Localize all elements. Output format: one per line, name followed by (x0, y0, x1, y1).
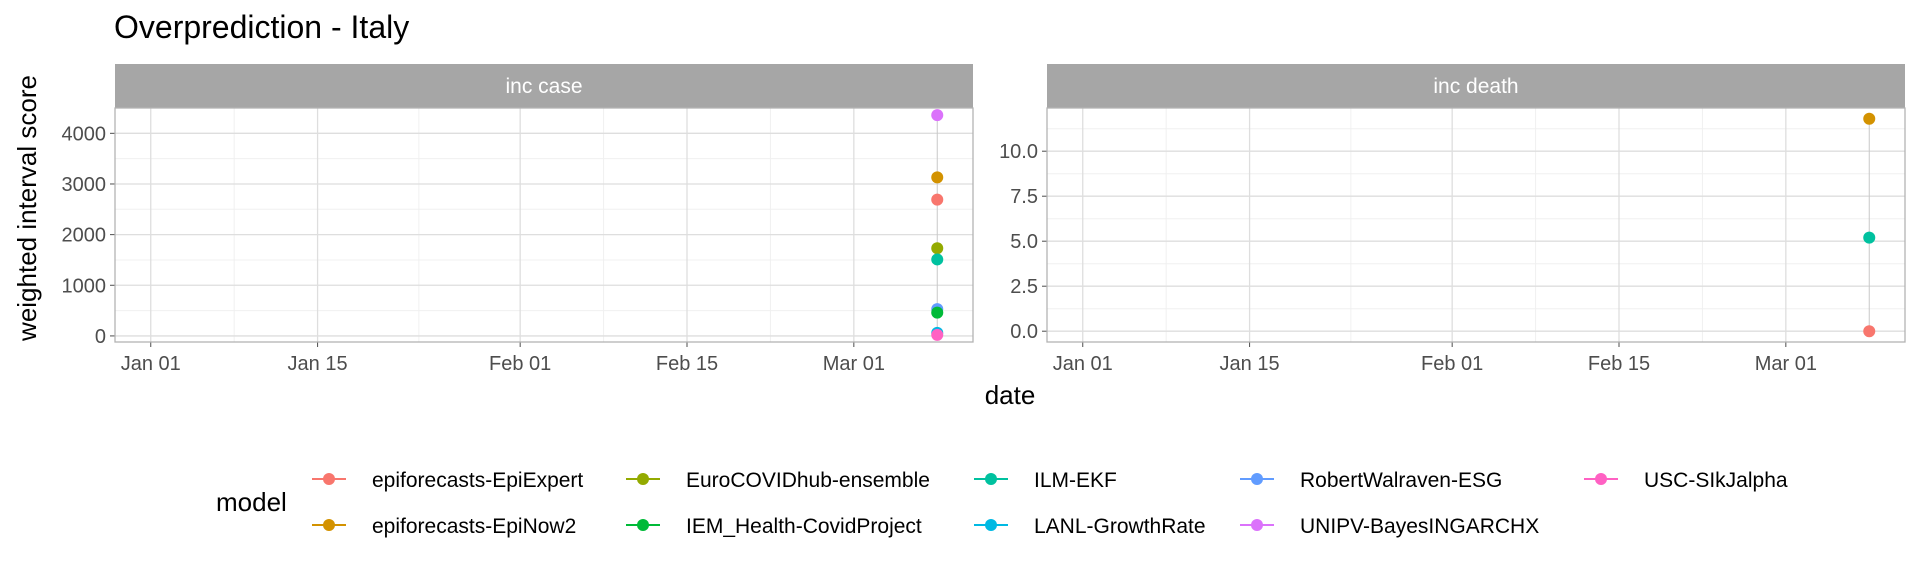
legend-item: RobertWalraven-ESG (1240, 469, 1502, 492)
facet-panel-1: inc death 0.0 2.5 5.0 7.5 10.0 Jan 01 Jan 15 Feb… (999, 64, 1906, 375)
legend-key-point (637, 473, 649, 485)
data-point (931, 193, 944, 206)
legend-item: ILM-EKF (974, 469, 1117, 492)
legend-key-point (1251, 519, 1263, 531)
x-tick-label: Feb 01 (1421, 353, 1483, 375)
legend-label: LANL-GrowthRate (1034, 515, 1206, 538)
y-tick-label: 10.0 (999, 141, 1038, 163)
x-axis-title: date (985, 380, 1036, 410)
x-tick-label: Feb 15 (1588, 353, 1650, 375)
y-tick-label: 4000 (62, 123, 107, 145)
legend-item: USC-SIkJalpha (1584, 469, 1788, 492)
x-tick-label: Mar 01 (1755, 353, 1817, 375)
legend-key-point (985, 473, 997, 485)
data-point (931, 242, 944, 255)
legend: model epiforecasts-EpiExpert epiforecasts-… (216, 469, 1788, 538)
legend-label: ILM-EKF (1034, 469, 1117, 492)
legend-item: epiforecasts-EpiExpert (312, 469, 583, 492)
legend-item: LANL-GrowthRate (974, 515, 1206, 538)
data-point (931, 253, 944, 266)
panel-border (114, 107, 974, 343)
data-point (931, 328, 944, 341)
legend-item: IEM_Health-CovidProject (626, 515, 922, 538)
legend-item: EuroCOVIDhub-ensemble (626, 469, 930, 492)
legend-label: epiforecasts-EpiNow2 (372, 515, 576, 538)
legend-key-point (323, 519, 335, 531)
chart-title: Overprediction - Italy (114, 9, 409, 45)
legend-label: IEM_Health-CovidProject (686, 515, 922, 538)
data-point (931, 306, 944, 319)
legend-label: epiforecasts-EpiExpert (372, 469, 583, 492)
legend-label: USC-SIkJalpha (1644, 469, 1788, 492)
x-tick-label: Feb 15 (656, 353, 718, 375)
data-point (1863, 325, 1876, 338)
data-point (1863, 112, 1876, 125)
y-tick-label: 2.5 (1010, 276, 1038, 298)
legend-label: UNIPV-BayesINGARCHX (1300, 515, 1539, 538)
legend-title: model (216, 487, 287, 517)
legend-key-point (985, 519, 997, 531)
y-tick-label: 7.5 (1010, 186, 1038, 208)
facet-panel-0: inc case 0 1000 2000 3000 4000 Jan 01 Jan 15 Feb… (62, 64, 974, 375)
legend-item: UNIPV-BayesINGARCHX (1240, 515, 1539, 538)
legend-key-point (1595, 473, 1607, 485)
legend-key-point (323, 473, 335, 485)
legend-label: EuroCOVIDhub-ensemble (686, 469, 930, 492)
panel-background (115, 108, 973, 342)
x-tick-label: Jan 01 (121, 353, 181, 375)
y-tick-label: 2000 (62, 225, 107, 247)
facet-strip-label: inc death (1433, 75, 1518, 98)
y-tick-label: 1000 (62, 275, 107, 297)
y-tick-label: 0.0 (1010, 321, 1038, 343)
legend-key-point (1251, 473, 1263, 485)
y-tick-label: 5.0 (1010, 231, 1038, 253)
x-tick-label: Jan 01 (1053, 353, 1113, 375)
data-point (1863, 231, 1876, 244)
facet-strip-label: inc case (505, 75, 582, 98)
facet-strip (115, 64, 973, 108)
y-axis-title: weighted interval score (12, 75, 42, 342)
x-tick-label: Feb 01 (489, 353, 551, 375)
facet-strip (1047, 64, 1905, 108)
y-tick-label: 3000 (62, 174, 107, 196)
panel-background (1047, 108, 1905, 342)
chart-panels: inc case 0 1000 2000 3000 4000 Jan 01 Jan 15 Feb… (62, 64, 1906, 375)
x-tick-label: Jan 15 (288, 353, 348, 375)
x-tick-label: Mar 01 (823, 353, 885, 375)
legend-label: RobertWalraven-ESG (1300, 469, 1502, 492)
data-point (931, 171, 944, 184)
legend-item: epiforecasts-EpiNow2 (312, 515, 576, 538)
x-tick-label: Jan 15 (1220, 353, 1280, 375)
panel-border (1046, 107, 1906, 343)
data-point (931, 109, 944, 122)
y-tick-label: 0 (95, 326, 106, 348)
legend-key-point (637, 519, 649, 531)
